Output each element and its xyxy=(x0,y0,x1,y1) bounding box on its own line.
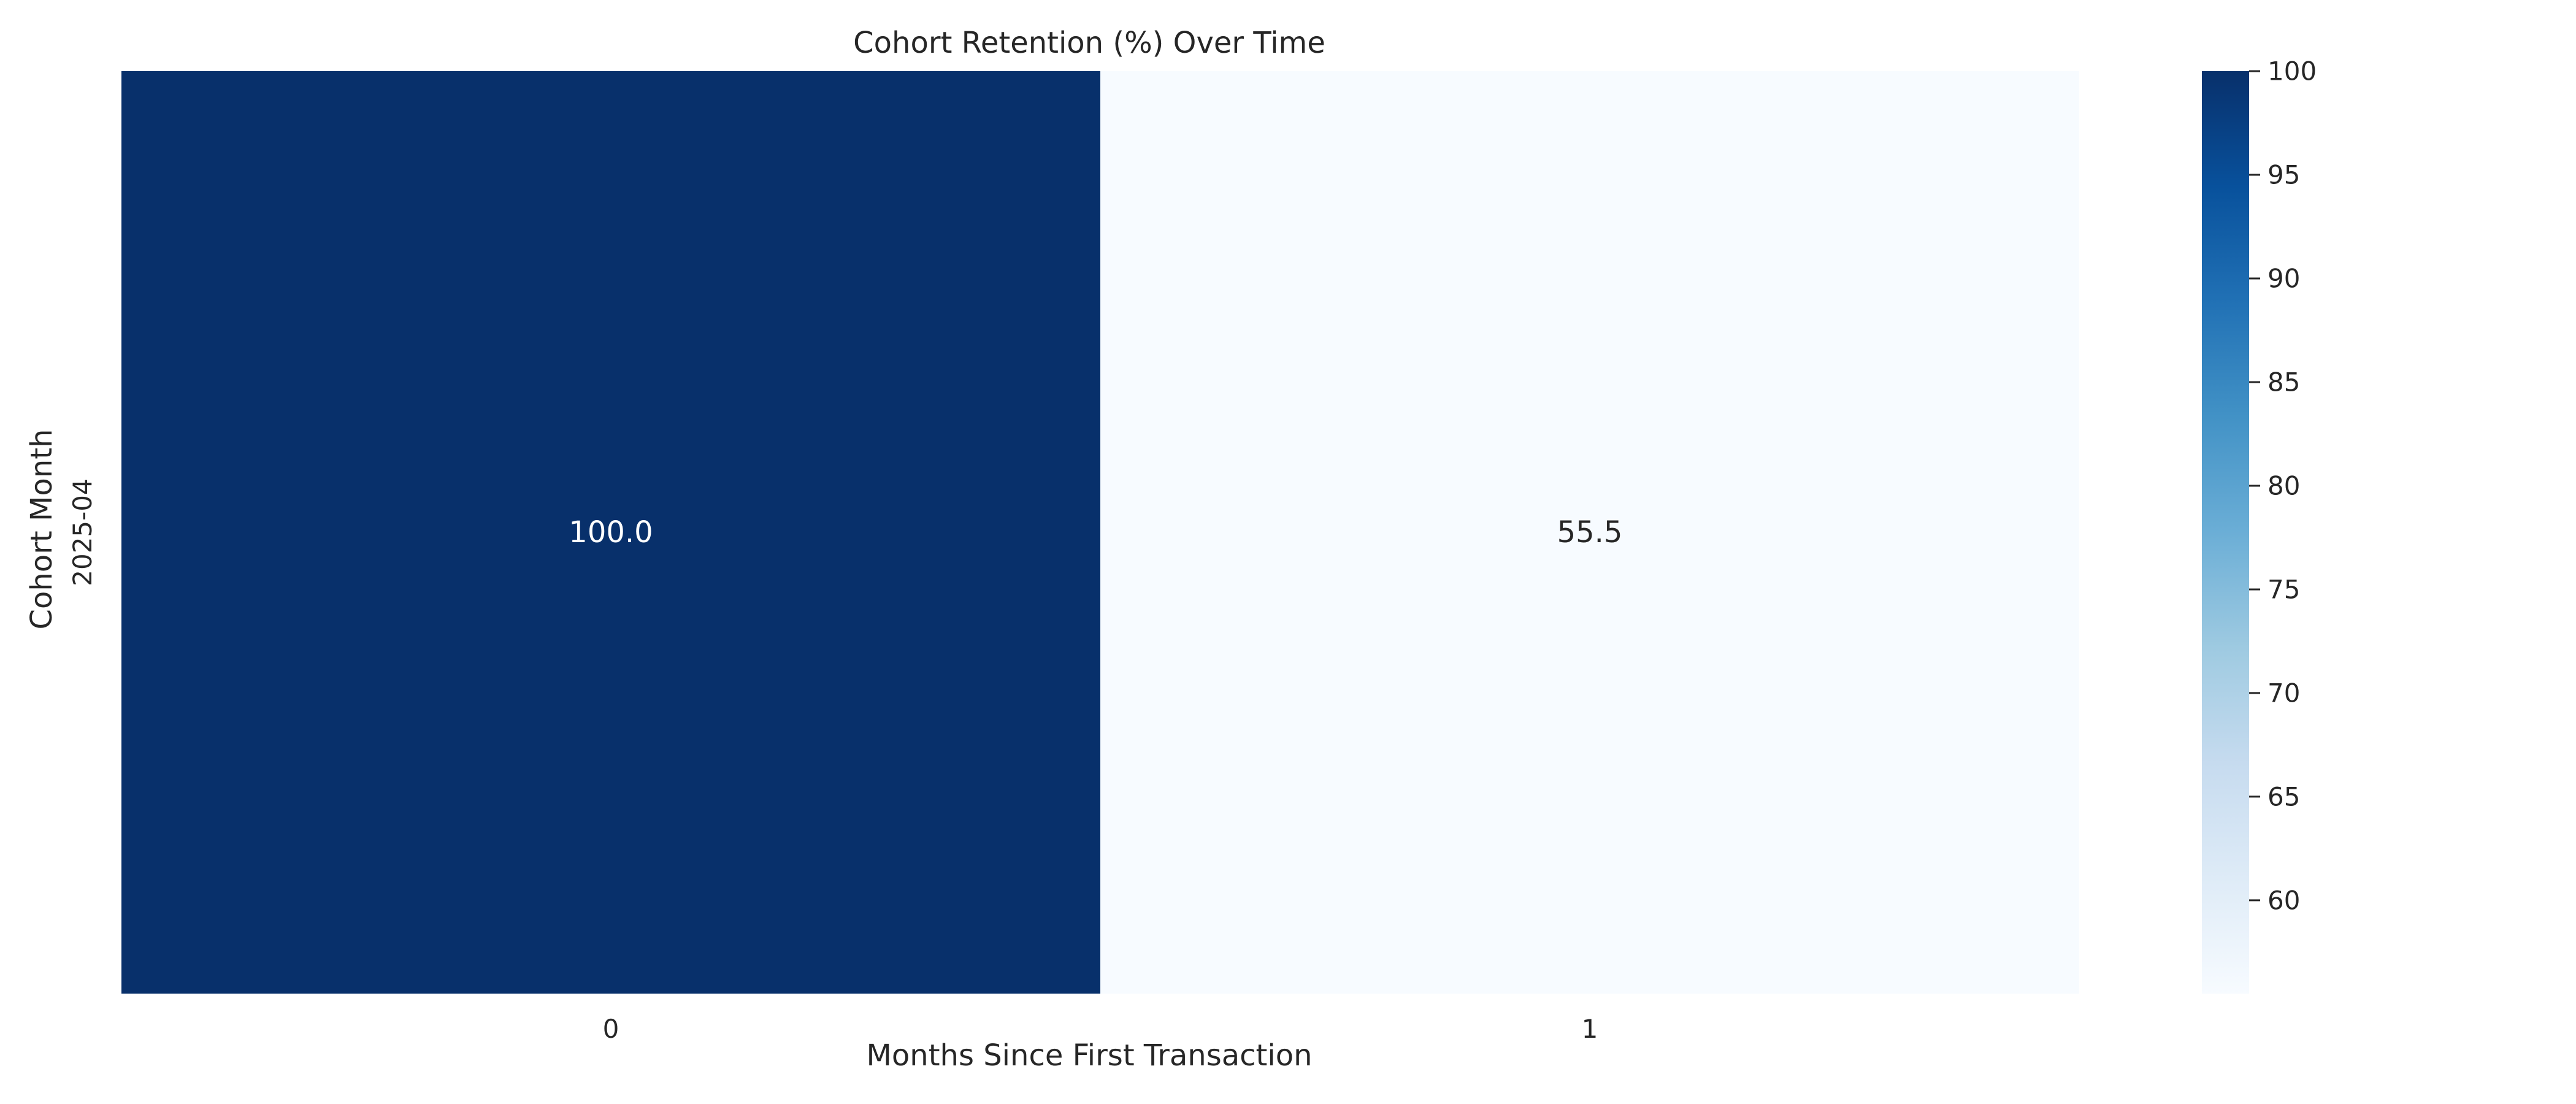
heatmap-cell-label: 55.5 xyxy=(1557,515,1623,550)
heatmap-cell xyxy=(121,71,1100,994)
heatmap-cell xyxy=(1100,71,2079,994)
y-tick-label: 2025-04 xyxy=(67,478,98,586)
x-tick-label: 0 xyxy=(603,1014,619,1044)
heatmap-cell-labels: 100.0 55.5 xyxy=(569,515,1622,550)
heatmap-cells xyxy=(121,71,2079,994)
colorbar-ticks: 60 65 70 75 80 85 90 95 100 xyxy=(2249,56,2317,915)
colorbar-tick-label: 80 xyxy=(2267,470,2300,500)
x-axis-label: Months Since First Transaction xyxy=(867,1038,1313,1073)
colorbar-tick-label: 75 xyxy=(2267,574,2300,604)
y-axis-label: Cohort Month xyxy=(25,429,59,630)
heatmap-cell-label: 100.0 xyxy=(569,515,653,550)
colorbar-tick-label: 65 xyxy=(2267,781,2300,811)
y-tick-labels: 2025-04 xyxy=(67,478,98,586)
colorbar-tick-label: 85 xyxy=(2267,367,2300,397)
x-tick-label: 1 xyxy=(1582,1014,1598,1044)
colorbar-tick-label: 100 xyxy=(2267,56,2317,86)
colorbar-tick-label: 95 xyxy=(2267,159,2300,190)
colorbar-tick-label: 90 xyxy=(2267,263,2300,293)
colorbar xyxy=(2202,71,2249,994)
colorbar-tick-label: 70 xyxy=(2267,678,2300,708)
chart-title: Cohort Retention (%) Over Time xyxy=(853,26,1325,60)
colorbar-tick-label: 60 xyxy=(2267,885,2300,915)
